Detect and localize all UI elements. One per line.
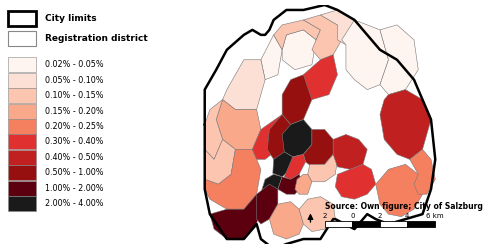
Polygon shape xyxy=(410,149,436,194)
Bar xyxy=(380,221,407,227)
Text: 0.50% - 1.00%: 0.50% - 1.00% xyxy=(45,168,104,177)
Polygon shape xyxy=(284,154,306,179)
Polygon shape xyxy=(204,100,222,159)
Bar xyxy=(352,221,380,227)
Polygon shape xyxy=(268,115,295,159)
Text: 0: 0 xyxy=(350,213,354,219)
Bar xyxy=(8,165,36,180)
Polygon shape xyxy=(274,20,320,50)
Polygon shape xyxy=(376,164,422,217)
Polygon shape xyxy=(295,174,312,194)
Polygon shape xyxy=(273,152,293,177)
Polygon shape xyxy=(380,25,418,95)
Polygon shape xyxy=(204,149,261,209)
Polygon shape xyxy=(299,55,338,100)
Text: Registration district: Registration district xyxy=(45,34,148,43)
Bar xyxy=(8,73,36,88)
Polygon shape xyxy=(336,164,376,199)
Bar xyxy=(8,57,36,72)
Polygon shape xyxy=(282,120,312,157)
Polygon shape xyxy=(270,202,304,239)
Polygon shape xyxy=(204,139,236,184)
Text: 0.10% - 0.15%: 0.10% - 0.15% xyxy=(45,91,104,100)
Polygon shape xyxy=(210,194,261,239)
Polygon shape xyxy=(216,100,261,149)
Polygon shape xyxy=(299,197,336,232)
Text: 2.00% - 4.00%: 2.00% - 4.00% xyxy=(45,199,104,208)
Polygon shape xyxy=(282,75,312,124)
Text: 2: 2 xyxy=(378,213,382,219)
Bar xyxy=(407,221,434,227)
Polygon shape xyxy=(282,30,316,70)
Bar xyxy=(325,221,352,227)
Polygon shape xyxy=(304,129,333,167)
Text: City limits: City limits xyxy=(45,14,96,23)
Bar xyxy=(8,31,36,46)
Polygon shape xyxy=(256,184,278,224)
Text: 0.02% - 0.05%: 0.02% - 0.05% xyxy=(45,60,104,69)
Text: 0.40% - 0.50%: 0.40% - 0.50% xyxy=(45,153,104,162)
Polygon shape xyxy=(333,134,367,169)
Text: 2: 2 xyxy=(322,213,327,219)
Text: 0.20% - 0.25%: 0.20% - 0.25% xyxy=(45,122,104,131)
Bar xyxy=(8,11,36,26)
Polygon shape xyxy=(304,15,342,60)
Text: Source: Own figure; City of Salzburg: Source: Own figure; City of Salzburg xyxy=(325,201,482,211)
Bar xyxy=(8,119,36,134)
Polygon shape xyxy=(252,115,286,159)
Text: 4: 4 xyxy=(405,213,409,219)
Polygon shape xyxy=(342,20,388,90)
Polygon shape xyxy=(222,60,265,110)
Polygon shape xyxy=(308,154,338,182)
Polygon shape xyxy=(278,174,303,194)
Text: 0.30% - 0.40%: 0.30% - 0.40% xyxy=(45,137,104,146)
Text: 0.15% - 0.20%: 0.15% - 0.20% xyxy=(45,107,104,116)
Text: 0.05% - 0.10%: 0.05% - 0.10% xyxy=(45,76,104,85)
Polygon shape xyxy=(261,35,282,80)
Polygon shape xyxy=(380,90,431,159)
Text: 1.00% - 2.00%: 1.00% - 2.00% xyxy=(45,184,104,193)
Bar xyxy=(8,88,36,103)
Bar xyxy=(8,181,36,196)
Bar xyxy=(8,150,36,165)
Bar xyxy=(8,196,36,211)
Bar xyxy=(8,104,36,119)
Bar xyxy=(8,134,36,149)
Polygon shape xyxy=(262,174,282,194)
Text: 6 km: 6 km xyxy=(426,213,444,219)
Polygon shape xyxy=(320,10,358,45)
